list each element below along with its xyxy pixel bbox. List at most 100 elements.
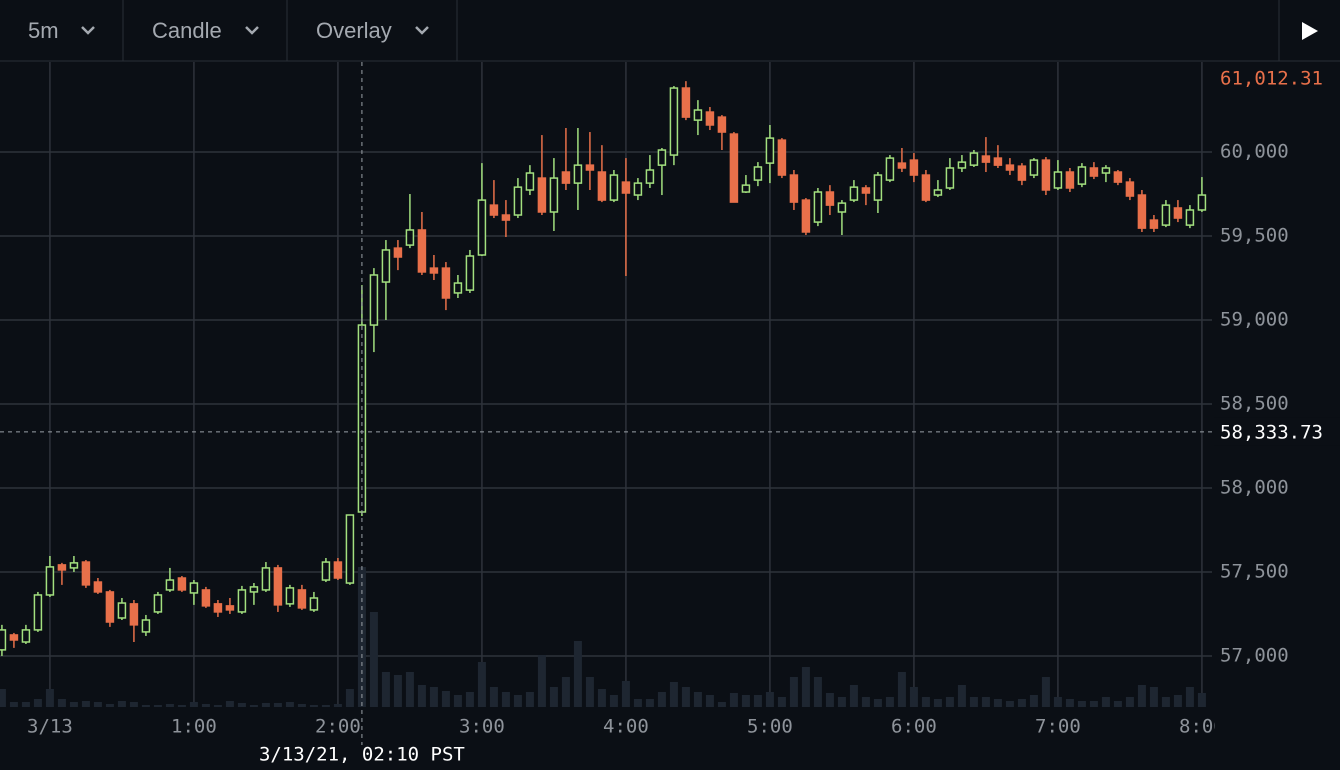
candle-body xyxy=(897,162,907,169)
toolbar: 5m Candle Overlay xyxy=(0,0,1340,62)
volume-bar xyxy=(669,682,678,707)
interval-select[interactable]: 5m xyxy=(28,18,95,43)
candle-body xyxy=(813,191,823,223)
chevron xyxy=(245,26,259,35)
x-tick-label: 1:00 xyxy=(171,716,217,738)
candle-body xyxy=(0,629,7,651)
volume-bar xyxy=(369,612,378,707)
volume-bar xyxy=(357,567,366,707)
volume-bar xyxy=(9,702,18,707)
candle-body xyxy=(1113,171,1123,183)
volume-bar xyxy=(57,699,66,707)
volume-bar xyxy=(537,655,546,707)
overlay[interactable]: Overlay xyxy=(316,18,392,43)
volume-bar xyxy=(1137,685,1146,707)
candle-body xyxy=(57,564,67,571)
y-tick-label: 57,000 xyxy=(1220,644,1289,666)
candle-body xyxy=(597,171,607,201)
candle-body xyxy=(705,111,715,126)
candle-body xyxy=(765,137,775,164)
volume-bar xyxy=(573,641,582,707)
candle-body xyxy=(453,282,463,294)
volume-bar xyxy=(225,701,234,707)
volume-bar xyxy=(921,697,930,707)
candle-body xyxy=(225,605,235,611)
volume-bar xyxy=(1161,697,1170,707)
volume-bar xyxy=(489,687,498,707)
candle-body xyxy=(513,186,523,216)
volume-bar xyxy=(477,662,486,707)
volume-bar xyxy=(837,697,846,707)
volume-bar xyxy=(453,695,462,707)
candle-body xyxy=(957,161,967,169)
volume-bar xyxy=(1149,687,1158,707)
x-tick-label: 5:00 xyxy=(747,716,793,738)
volume-bar xyxy=(81,701,90,707)
volume-bar xyxy=(945,697,954,707)
volume-bar xyxy=(825,693,834,707)
volume-bar xyxy=(849,685,858,707)
crosshair-price-bg xyxy=(1214,417,1340,446)
volume-bar xyxy=(981,697,990,707)
volume-bar xyxy=(405,672,414,707)
candle-body xyxy=(333,561,343,579)
volume-bar xyxy=(813,677,822,707)
candle-body xyxy=(189,582,199,594)
volume-bar xyxy=(261,703,270,707)
volume-bar xyxy=(201,704,210,707)
candle-body xyxy=(1149,219,1159,229)
y-tick-label: 58,000 xyxy=(1220,476,1289,498)
candle-body xyxy=(789,174,799,203)
candle-body xyxy=(801,199,811,233)
volume-bar xyxy=(705,695,714,707)
candle-body xyxy=(465,255,475,291)
volume-bar xyxy=(801,667,810,707)
chart-type[interactable]: Candle xyxy=(152,18,222,43)
volume-bar xyxy=(633,699,642,707)
volume-bar xyxy=(93,702,102,707)
volume-bar xyxy=(1053,697,1062,707)
candle-body xyxy=(441,267,451,299)
volume-bar xyxy=(321,705,330,707)
candle-body xyxy=(105,591,115,623)
interval[interactable]: 5m xyxy=(28,18,59,43)
candle-body xyxy=(657,149,667,166)
candle-body xyxy=(777,139,787,176)
candle-body xyxy=(429,267,439,274)
candle-body xyxy=(993,157,1003,166)
candle-body xyxy=(1065,171,1075,189)
candle-body xyxy=(1137,194,1147,229)
volume-bar xyxy=(993,699,1002,707)
candle-body xyxy=(417,229,427,273)
candle-body xyxy=(861,187,871,194)
candle-body xyxy=(621,181,631,194)
candle-body xyxy=(525,172,535,191)
volume-bar xyxy=(1185,687,1194,707)
volume-bar xyxy=(765,692,774,707)
volume-bar xyxy=(417,685,426,707)
candle-body xyxy=(1077,166,1087,185)
candle-body xyxy=(837,202,847,213)
candle-body xyxy=(945,167,955,189)
y-tick-label: 58,500 xyxy=(1220,392,1289,414)
candle-body xyxy=(1053,171,1063,189)
volume-bar xyxy=(21,702,30,707)
volume-bar xyxy=(141,705,150,707)
play-button[interactable] xyxy=(1302,22,1318,40)
volume-bar xyxy=(1041,677,1050,707)
candle-body xyxy=(297,589,307,609)
overlay-select[interactable]: Overlay xyxy=(316,18,429,43)
candle-body xyxy=(573,164,583,184)
candle-body xyxy=(405,229,415,246)
candle-body xyxy=(585,164,595,171)
y-axis: 57,000 57,500 58,000 58,500 59,000 59,500 60,0… xyxy=(1220,141,1289,667)
chevron xyxy=(81,26,95,35)
x-tick-label: 8:00 xyxy=(1179,716,1225,738)
volume-bar xyxy=(525,692,534,707)
volume-bar xyxy=(561,677,570,707)
chart-type-select[interactable]: Candle xyxy=(152,18,259,43)
x-tick-label: 3:00 xyxy=(459,716,505,738)
candle-body xyxy=(933,189,943,196)
volume-bar xyxy=(681,687,690,707)
y-tick-label: 57,500 xyxy=(1220,560,1289,582)
